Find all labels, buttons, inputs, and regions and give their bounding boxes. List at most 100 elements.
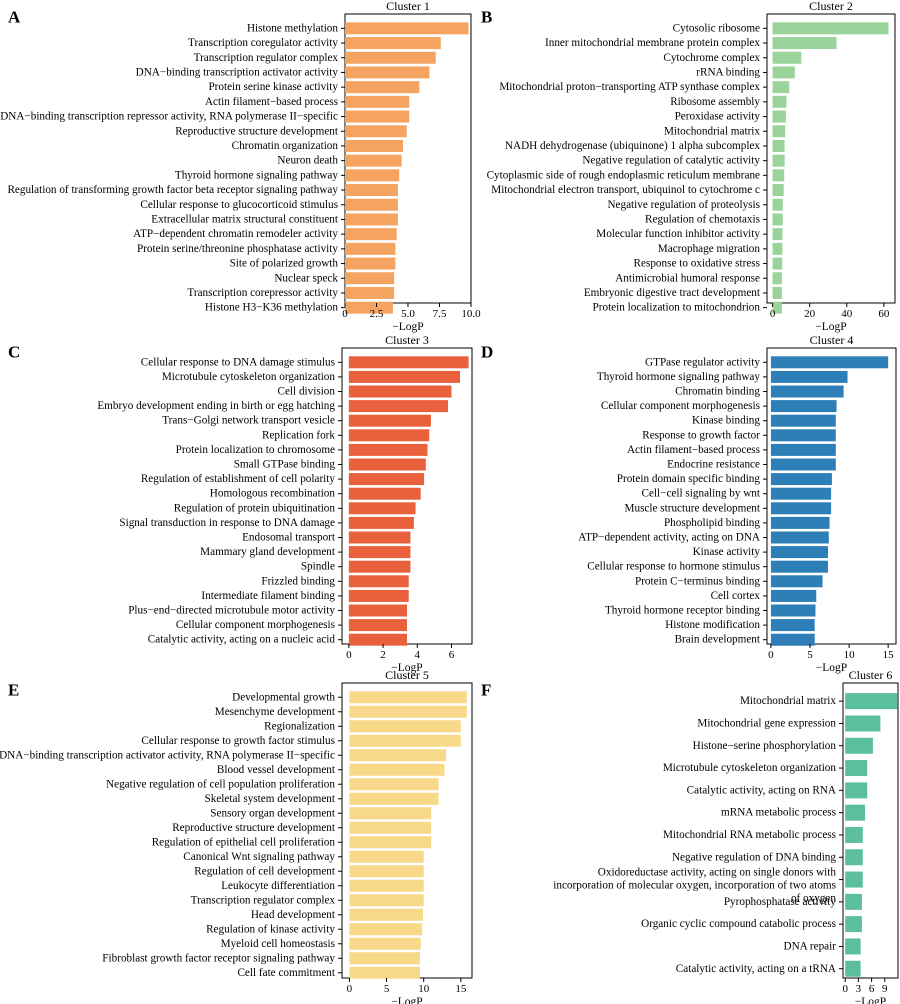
category-label: Inner mitochondrial membrane protein com… [545,37,760,49]
category-label: Negative regulation of cell population p… [106,778,335,790]
bar [770,370,848,383]
category-label: Histone modification [665,619,760,631]
panel-f: F Cluster 6 Mitochondrial matrix Mitochondr… [481,668,899,1004]
bar [345,242,396,255]
category-label: Protein domain specific binding [617,473,761,485]
category-label: Cell−cell signaling by wnt [642,488,761,500]
category-label: Reproductive structure development [172,822,336,834]
bar [345,169,400,182]
x-tick-label: 2 [380,649,386,661]
plot-frame [766,347,897,645]
category-label: Catalytic activity, acting on a tRNA [676,963,836,975]
category-label: Thyroid hormone signaling pathway [175,169,339,181]
x-axis-label: −LogP [391,996,422,1004]
bar [772,301,782,314]
bar [349,763,445,776]
panel-title: Cluster 2 [809,0,853,13]
x-tick-label: 10 [844,649,856,661]
bar [349,778,439,791]
category-label: Mammary gland development [200,546,336,558]
bar [348,633,407,646]
category-label: GTPase regulator activity [645,356,760,368]
bar [845,804,865,821]
category-label: Endocrine resistance [667,459,760,471]
category-label: Actin filament−based process [627,444,760,456]
category-label: Signal transduction in response to DNA d… [119,517,335,529]
bar [348,443,428,456]
category-label: Pyrophosphatase activity [724,896,837,908]
bar [770,356,889,369]
bar [772,272,782,285]
category-label: Muscle structure development [625,502,761,514]
category-label: Thyroid hormone receptor binding [605,605,760,617]
panel-d: D Cluster 4 GTPase regulator activity Thyro… [481,333,897,674]
category-label: Chromatin binding [675,386,760,398]
category-label: Cellular response to hormone stimulus [587,561,760,573]
category-label: Mesenchyme development [215,706,336,718]
bar [772,81,790,94]
category-label: rRNA binding [696,66,760,78]
category-label: Regulation of establishment of cell pola… [141,473,336,485]
bar [345,81,420,94]
category-label: Response to growth factor [642,429,760,441]
bar [345,66,430,79]
bar [348,619,407,632]
bar [845,871,863,888]
bar [845,826,863,843]
bar [349,952,420,965]
category-label: Cytochrome complex [663,52,760,64]
bar [772,154,785,167]
bar [349,879,424,892]
category-label: Mitochondrial electron transport, ubiqui… [491,184,760,196]
bar [772,184,784,197]
category-label: DNA−binding transcription activator acti… [136,66,339,78]
x-tick-label: 6 [449,649,455,661]
category-label: Negative regulation of DNA binding [672,851,836,863]
category-label: Peroxidase activity [675,111,761,123]
x-tick-label: 3 [856,983,862,995]
bar [345,110,410,123]
category-label: Trans−Golgi network transport vesicle [162,415,335,427]
category-label: Cell cortex [711,590,761,602]
x-axis-label: −LogP [855,996,886,1004]
bar [845,849,863,866]
category-label: Histone−serine phosphorylation [693,740,837,752]
category-label: Sensory organ development [210,807,336,819]
x-tick-label: 0 [347,983,353,995]
bar [770,429,836,442]
plot-frame [842,682,899,979]
panel-a: A Cluster 1 Histone methylation Transcripti… [0,0,481,333]
category-label: Reproductive structure development [175,125,339,137]
bar [770,633,815,646]
category-label: Small GTPase binding [234,459,336,471]
x-tick-label: 4 [415,649,421,661]
bar [770,502,832,515]
panel-letter: B [481,8,492,27]
x-tick-label: 20 [804,308,816,320]
panel-e: E Cluster 5 Developmental growth Mesenchyme… [0,668,473,1004]
bar [770,400,837,413]
x-tick-label: 5 [384,983,390,995]
category-label: Thyroid hormone signaling pathway [597,371,761,383]
category-label: ATP−dependent activity, acting on DNA [578,532,760,544]
category-label: Antimicrobial humoral response [615,272,760,284]
category-label: Organic cyclic compound catabolic proces… [641,918,836,930]
bar [348,487,421,500]
bar [772,139,785,152]
category-label: Cellular component morphogenesis [176,619,335,631]
bar [770,458,836,471]
panel-letter: D [481,343,493,362]
x-tick-label: 10.0 [461,308,481,320]
category-label: Regulation of cell development [194,865,336,877]
category-label: mRNA metabolic process [721,807,836,819]
category-label: Regulation of protein ubiquitination [174,502,336,514]
bar [348,385,452,398]
category-label: Intermediate filament binding [201,590,335,602]
bar [770,546,828,559]
category-label: NADH dehydrogenase (ubiquinone) 1 alpha … [505,140,760,152]
bar [345,139,403,152]
bar [772,286,782,299]
bar [349,937,421,950]
bar [349,966,420,979]
bar [349,923,423,936]
